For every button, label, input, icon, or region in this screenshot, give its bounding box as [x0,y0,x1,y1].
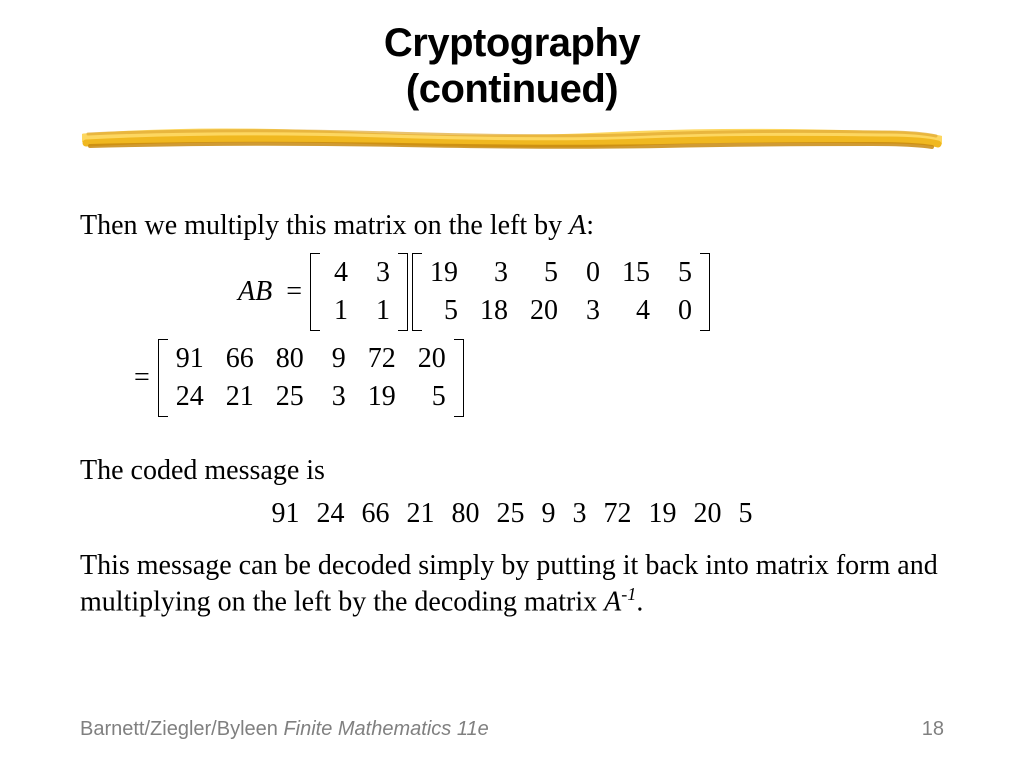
matrix-AB-cell: 91 [176,343,204,375]
matrix-B-cell: 15 [622,257,650,289]
matrix-AB-cell: 66 [226,343,254,375]
matrix-AB-cell: 19 [368,381,396,413]
conclusion-text: This message can be decoded simply by pu… [80,550,938,617]
conclusion-superscript: -1 [621,584,636,604]
left-bracket-icon [158,339,168,417]
title-line-1: Cryptography [80,20,944,66]
matrix-B-cell: 5 [530,257,558,289]
title-line-2: (continued) [80,66,944,112]
matrix-B-cell: 3 [580,295,600,327]
left-bracket-icon [412,253,422,331]
matrix-B-body: 19 3 5 0 15 5 5 18 20 3 4 0 [422,253,700,331]
brush-stroke-icon [82,126,942,154]
title-underline [82,126,942,154]
matrix-AB-cell: 80 [276,343,304,375]
right-bracket-icon [398,253,408,331]
matrix-AB: 91 66 80 9 72 20 24 21 25 3 19 5 [158,339,464,417]
equals-sign-2: = [134,362,150,394]
matrix-AB-cell: 5 [418,381,446,413]
matrix-AB-cell: 25 [276,381,304,413]
coded-message-label: The coded message is [80,453,944,488]
matrix-B-cell: 4 [622,295,650,327]
matrix-A: 4 3 1 1 [310,253,408,331]
matrix-A-cell: 1 [328,295,348,327]
matrix-AB-cell: 20 [418,343,446,375]
matrix-B-cell: 5 [672,257,692,289]
matrix-AB-cell: 24 [176,381,204,413]
footer-authors: Barnett/Ziegler/Byleen [80,718,283,740]
matrix-B-cell: 19 [430,257,458,289]
matrix-AB-cell: 3 [326,381,346,413]
lhs-label: AB [238,276,272,308]
matrix-B-cell: 20 [530,295,558,327]
conclusion-paragraph: This message can be decoded simply by pu… [80,548,944,619]
matrix-B-cell: 18 [480,295,508,327]
right-bracket-icon [700,253,710,331]
matrix-B-cell: 0 [580,257,600,289]
right-bracket-icon [454,339,464,417]
matrix-A-cell: 3 [370,257,390,289]
matrix-B-cell: 0 [672,295,692,327]
matrix-B: 19 3 5 0 15 5 5 18 20 3 4 0 [412,253,710,331]
slide-footer: Barnett/Ziegler/Byleen Finite Mathematic… [80,718,944,741]
matrix-AB-body: 91 66 80 9 72 20 24 21 25 3 19 5 [168,339,454,417]
matrix-B-cell: 5 [430,295,458,327]
matrix-AB-cell: 21 [226,381,254,413]
matrix-AB-cell: 9 [326,343,346,375]
equation-row-2: = 91 66 80 9 72 20 24 21 25 3 19 5 [128,339,944,417]
matrix-B-cell: 3 [480,257,508,289]
intro-paragraph: Then we multiply this matrix on the left… [80,208,944,243]
conclusion-period: . [636,586,643,617]
intro-colon: : [586,210,594,241]
conclusion-variable-A: A [604,586,621,617]
matrix-A-cell: 4 [328,257,348,289]
equals-sign-1: = [286,276,302,308]
footer-page-number: 18 [922,718,944,741]
coded-message-sequence: 91 24 66 21 80 25 9 3 72 19 20 5 [80,498,944,530]
equation-row-1: AB = 4 3 1 1 19 3 5 0 15 [238,253,944,331]
intro-variable-A: A [569,210,586,241]
slide-title: Cryptography (continued) [80,20,944,112]
footer-book-title: Finite Mathematics 11e [283,718,488,740]
intro-text: Then we multiply this matrix on the left… [80,210,569,241]
matrix-AB-cell: 72 [368,343,396,375]
equation-block: AB = 4 3 1 1 19 3 5 0 15 [238,253,944,417]
matrix-A-cell: 1 [370,295,390,327]
matrix-A-body: 4 3 1 1 [320,253,398,331]
slide-container: Cryptography (continued) Then we multipl… [0,0,1024,767]
left-bracket-icon [310,253,320,331]
footer-left: Barnett/Ziegler/Byleen Finite Mathematic… [80,718,489,741]
